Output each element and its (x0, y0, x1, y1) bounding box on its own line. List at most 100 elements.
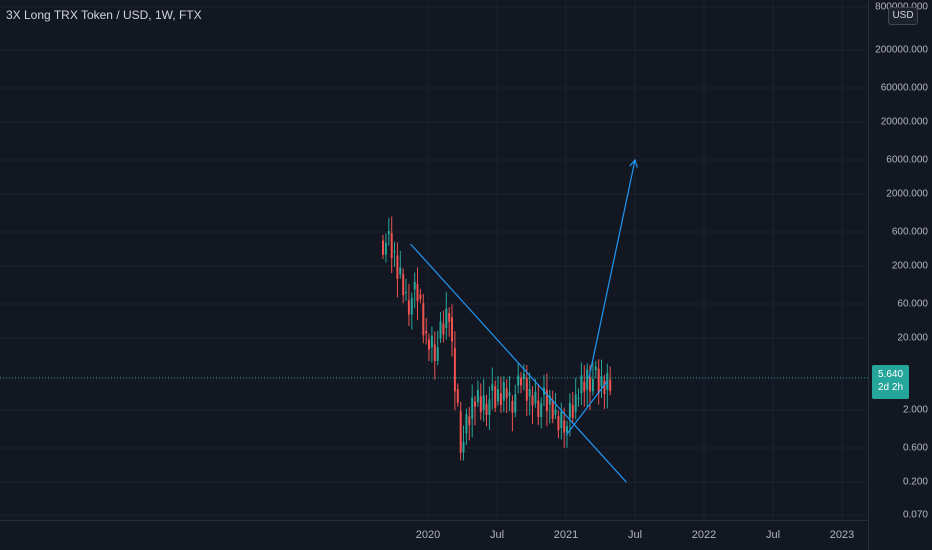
candle-body (459, 411, 462, 453)
candle-body (485, 404, 488, 415)
candle-body (591, 378, 594, 392)
candle-body (393, 251, 396, 253)
candle-body (603, 380, 606, 395)
chart-title: 3X Long TRX Token / USD, 1W, FTX (6, 8, 202, 22)
price-tick-label: 20.000 (897, 332, 928, 344)
candle-body (528, 389, 531, 397)
candle-body (474, 401, 476, 407)
candle-body (502, 382, 505, 401)
projection-arrow (588, 159, 636, 379)
price-tick-label: 200.000 (891, 260, 928, 272)
time-tick-label: Jul (627, 529, 643, 541)
candle-body (430, 335, 433, 348)
price-tick-label: 0.200 (902, 476, 928, 488)
price-tick-label: 0.070 (902, 509, 928, 521)
time-tick-label: 2021 (553, 529, 579, 541)
candle-body (560, 411, 563, 428)
candle-body (563, 420, 566, 433)
price-tick-label: 60000.000 (880, 82, 928, 94)
price-scale[interactable]: 800000.000 200000.000 60000.000 20000.000 60… (868, 0, 932, 550)
candle-body (451, 317, 453, 342)
candle-body (448, 312, 451, 322)
candle-body (387, 230, 390, 235)
candle-body (433, 344, 436, 362)
candle-body (465, 414, 468, 434)
candle-body (600, 376, 603, 387)
time-tick-label: 2023 (829, 529, 855, 541)
candle-body (497, 389, 499, 402)
candle-body (551, 399, 554, 419)
candle-body (476, 389, 479, 403)
current-price-value: 5.640 (877, 369, 904, 380)
candle-body (462, 442, 465, 453)
candle-body (407, 300, 410, 315)
price-chart[interactable] (0, 0, 868, 520)
candle-body (479, 396, 482, 413)
candle-body (468, 416, 471, 426)
price-tick-label: 200000.000 (875, 44, 928, 56)
candle-body (419, 294, 422, 299)
candle-body (583, 381, 586, 392)
time-tick-label: Jul (765, 529, 781, 541)
candle-body (382, 240, 384, 255)
candle-body (442, 323, 445, 335)
candle-body (554, 409, 557, 415)
candle-body (597, 368, 600, 393)
candle-body (548, 395, 551, 405)
currency-button[interactable]: USD (888, 7, 918, 25)
candle-body (606, 373, 609, 390)
candle-body (568, 402, 571, 418)
candle-body (445, 308, 448, 328)
candle-body (491, 384, 494, 391)
candle-body (488, 399, 491, 415)
time-tick-label: Jul (489, 529, 505, 541)
candle-body (577, 397, 580, 399)
candle-body (390, 233, 393, 258)
price-tick-label: 6000.000 (886, 154, 928, 166)
candle-body (566, 426, 568, 433)
candle-body (531, 395, 534, 406)
candle-body (416, 284, 419, 302)
candle-body (540, 403, 543, 418)
price-tick-label: 20000.000 (880, 116, 928, 128)
time-scale[interactable]: 2020 Jul 2021 Jul 2022 Jul 2023 (0, 520, 868, 550)
candle-body (594, 366, 597, 371)
bar-countdown: 2d 2h (877, 382, 904, 393)
candle-body (589, 377, 591, 392)
candle-body (456, 389, 459, 403)
candle-body (505, 388, 508, 398)
candle-body (571, 404, 574, 419)
candle-body (537, 400, 540, 418)
time-tick-label: 2022 (691, 529, 717, 541)
candle-body (405, 291, 407, 294)
arrow-head (629, 158, 638, 168)
candle-body (436, 347, 439, 362)
price-tick-label: 0.600 (902, 442, 928, 454)
candle-body (522, 373, 525, 379)
price-tick-label: 800000.000 (875, 1, 928, 12)
candle-body (425, 331, 428, 333)
candle-body (508, 392, 511, 396)
candle-body (609, 379, 612, 391)
current-price-badge: 5.640 2d 2h (872, 365, 909, 399)
candle-body (399, 267, 402, 275)
candle-body (586, 369, 589, 390)
candle-body (545, 389, 548, 412)
candle-body (574, 394, 577, 412)
candle-body (494, 386, 497, 408)
price-tick-label: 60.000 (897, 298, 928, 310)
candle-body (514, 394, 517, 413)
time-tick-label: 2020 (415, 529, 441, 541)
candle-body (453, 347, 456, 392)
candle-body (384, 242, 387, 255)
candle-body (517, 375, 520, 386)
candle-body (410, 298, 413, 315)
candle-body (402, 274, 405, 296)
candle-body (413, 281, 416, 290)
candle-body (520, 377, 522, 386)
candle-body (428, 339, 430, 350)
candle-body (439, 321, 442, 339)
price-tick-label: 600.000 (891, 226, 928, 238)
candle-body (525, 377, 528, 401)
trendline (410, 243, 627, 483)
